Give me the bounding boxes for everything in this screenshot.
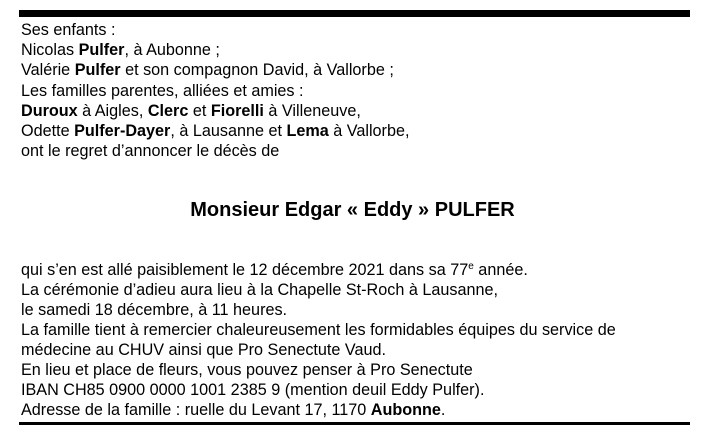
text-segment: Nicolas <box>21 41 79 60</box>
text-segment: . <box>440 401 446 419</box>
deceased-name: Monsieur Edgar « Eddy » PULFER <box>190 199 515 221</box>
bold-name: Aubonne <box>370 401 441 419</box>
text-segment: et <box>188 101 211 120</box>
text-line: Adresse de la famille : ruelle du Levant… <box>21 400 616 420</box>
text-segment: le samedi 18 décembre, à 11 heures. <box>21 301 288 319</box>
text-segment: En lieu et place de fleurs, vous pouvez … <box>21 361 473 379</box>
text-segment: , à Lausanne et <box>170 122 287 141</box>
text-segment: e <box>468 261 474 272</box>
text-segment: IBAN CH85 0900 0000 1001 2385 9 (mention… <box>21 381 485 399</box>
text-segment: à Aigles, <box>77 101 148 120</box>
text-line: Duroux à Aigles, Clerc et Fiorelli à Vil… <box>21 101 409 121</box>
text-line: médecine au CHUV ainsi que Pro Senectute… <box>21 340 616 360</box>
bold-name: Duroux <box>21 101 78 120</box>
text-line: Odette Pulfer-Dayer, à Lausanne et Lema … <box>21 121 409 141</box>
text-segment: qui s’en est allé paisiblement le 12 déc… <box>21 261 469 279</box>
text-line: qui s’en est allé paisiblement le 12 déc… <box>21 260 616 280</box>
text-line: Nicolas Pulfer, à Aubonne ; <box>21 40 409 60</box>
bold-name: Clerc <box>147 101 189 120</box>
bold-name: Pulfer <box>78 41 125 60</box>
text-segment: Ses enfants : <box>21 21 116 39</box>
bottom-rule <box>19 422 690 425</box>
text-segment: La cérémonie d’adieu aura lieu à la Chap… <box>21 281 498 299</box>
text-line: Les familles parentes, alliées et amies … <box>21 81 409 101</box>
text-segment: année. <box>473 261 528 279</box>
text-segment: La famille tient à remercier chaleureuse… <box>21 321 616 339</box>
top-rule <box>19 10 690 17</box>
text-segment: ont le regret d’annoncer le décès de <box>21 142 280 161</box>
text-segment: Valérie <box>21 61 75 80</box>
bold-name: Lema <box>286 122 329 141</box>
text-segment: Odette <box>21 122 75 141</box>
text-line: IBAN CH85 0900 0000 1001 2385 9 (mention… <box>21 380 616 400</box>
text-segment: à Villeneuve, <box>263 101 361 120</box>
text-line: ont le regret d’annoncer le décès de <box>21 141 409 161</box>
bold-name: Pulfer <box>74 61 121 80</box>
family-announcement: Ses enfants : Nicolas Pulfer, à Aubonne ;… <box>21 20 409 161</box>
text-segment: , à Aubonne ; <box>124 41 220 60</box>
text-segment: Les familles parentes, alliées et amies … <box>21 81 304 100</box>
bold-name: Pulfer-Dayer <box>74 122 171 141</box>
text-line: La cérémonie d’adieu aura lieu à la Chap… <box>21 280 616 300</box>
bold-name: Fiorelli <box>210 101 264 120</box>
text-line: le samedi 18 décembre, à 11 heures. <box>21 300 616 320</box>
text-line: Ses enfants : <box>21 20 409 40</box>
text-line: En lieu et place de fleurs, vous pouvez … <box>21 360 616 380</box>
text-segment: médecine au CHUV ainsi que Pro Senectute… <box>21 341 387 359</box>
text-segment: Adresse de la famille : ruelle du Levant… <box>21 401 371 419</box>
text-line: Valérie Pulfer et son compagnon David, à… <box>21 60 409 80</box>
text-line: La famille tient à remercier chaleureuse… <box>21 320 616 340</box>
text-segment: à Vallorbe, <box>328 122 410 141</box>
text-segment: et son compagnon David, à Vallorbe ; <box>120 61 394 80</box>
ceremony-details: qui s’en est allé paisiblement le 12 déc… <box>21 260 616 420</box>
